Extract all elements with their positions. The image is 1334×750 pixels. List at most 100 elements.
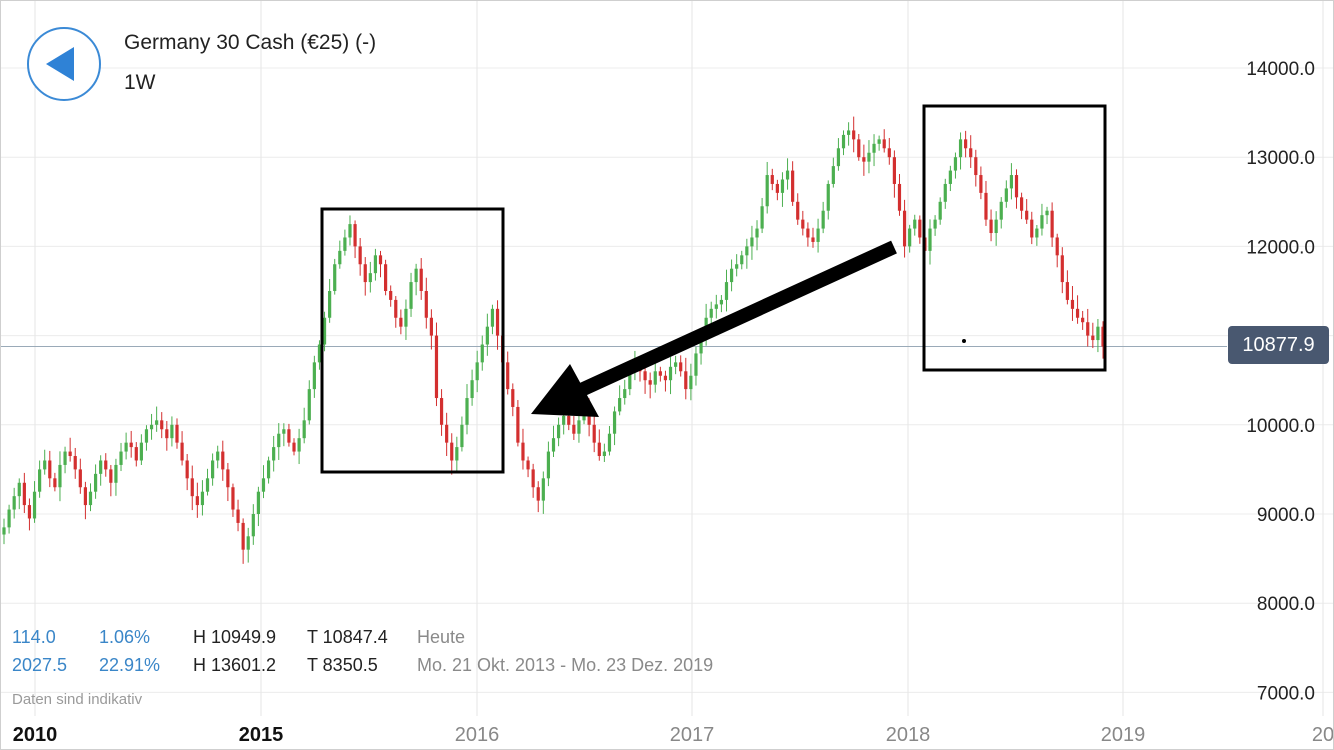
candle — [770, 168, 774, 191]
back-button[interactable] — [27, 27, 101, 101]
candle — [969, 135, 973, 168]
candle — [266, 456, 271, 484]
candle — [1025, 199, 1029, 224]
candle — [572, 416, 576, 440]
candle — [831, 157, 835, 188]
candle — [689, 363, 693, 401]
candle — [607, 425, 612, 456]
candle — [409, 272, 413, 317]
annotation-box-left — [320, 207, 505, 474]
candle — [2, 518, 6, 545]
candle — [816, 218, 820, 253]
candle — [984, 180, 988, 226]
candle — [185, 454, 189, 491]
candle — [867, 140, 871, 174]
annotation-arrow-head — [531, 364, 599, 417]
candle — [1009, 163, 1014, 200]
candle — [806, 222, 810, 247]
candle — [495, 300, 500, 350]
candle — [729, 259, 734, 292]
candle — [480, 335, 484, 371]
candle — [796, 193, 800, 225]
candle — [974, 149, 978, 187]
current-price-tag: 10877.9 — [1228, 326, 1329, 364]
candle — [180, 431, 184, 466]
candle — [445, 412, 449, 456]
candle — [516, 400, 520, 447]
candle — [302, 407, 306, 444]
candle — [719, 295, 724, 313]
candle — [938, 197, 942, 225]
interval-label[interactable]: 1W — [124, 71, 156, 94]
candle — [668, 356, 673, 395]
candle — [312, 355, 316, 398]
candle — [139, 434, 143, 466]
candle — [674, 355, 678, 375]
candle — [511, 383, 515, 417]
candle — [745, 238, 749, 269]
candle — [679, 355, 683, 377]
candle — [165, 420, 169, 451]
candle — [882, 129, 886, 153]
candle — [526, 456, 530, 478]
candle — [821, 201, 825, 234]
candle — [1030, 211, 1034, 245]
candle — [129, 430, 133, 458]
candle — [546, 441, 551, 487]
candle — [953, 152, 958, 179]
annotation-box-right — [922, 104, 1107, 372]
candle — [465, 384, 469, 435]
low-value: T 8350.5 — [307, 655, 378, 675]
candle — [1101, 321, 1105, 359]
candle — [88, 483, 93, 512]
candlesticks — [2, 116, 1105, 564]
candle — [439, 389, 444, 436]
candle — [246, 527, 250, 563]
candle — [475, 350, 479, 393]
candle — [358, 238, 362, 276]
candle — [801, 210, 805, 236]
candle — [429, 309, 433, 350]
candle — [663, 370, 668, 392]
change-percent: 1.06% — [99, 627, 151, 647]
candle — [155, 406, 159, 432]
x-tick-label: 2019 — [1101, 724, 1146, 746]
candle — [999, 197, 1003, 229]
candle — [760, 197, 764, 234]
candle — [979, 166, 983, 200]
candle — [887, 137, 891, 165]
candle — [556, 417, 561, 447]
candle — [775, 179, 779, 201]
candle — [755, 220, 759, 251]
candle — [958, 132, 963, 170]
candle — [38, 460, 42, 498]
candle — [490, 304, 495, 335]
candle — [694, 346, 698, 386]
candle — [933, 215, 937, 236]
candle — [287, 423, 291, 447]
candle — [160, 412, 164, 439]
back-arrow-icon — [46, 47, 74, 81]
y-axis-ticks: 14000.0 13000.0 12000.0 10000.0 9000.0 8000.0… — [1246, 59, 1315, 704]
candle — [551, 425, 556, 458]
candle — [1081, 310, 1085, 330]
annotations — [320, 104, 1107, 474]
candle — [338, 240, 342, 269]
candle — [709, 301, 713, 325]
candle — [119, 442, 123, 472]
x-tick-label: 2017 — [670, 724, 715, 746]
candle — [1004, 180, 1008, 208]
candle — [1045, 206, 1049, 225]
candle — [348, 215, 352, 246]
candle — [450, 433, 454, 475]
candle — [236, 499, 240, 532]
candle — [328, 278, 332, 323]
candle — [389, 285, 393, 307]
candle — [63, 446, 67, 474]
candle — [144, 425, 149, 451]
y-tick-label: 13000.0 — [1246, 148, 1315, 169]
candle — [1065, 270, 1069, 305]
candle — [455, 436, 459, 473]
